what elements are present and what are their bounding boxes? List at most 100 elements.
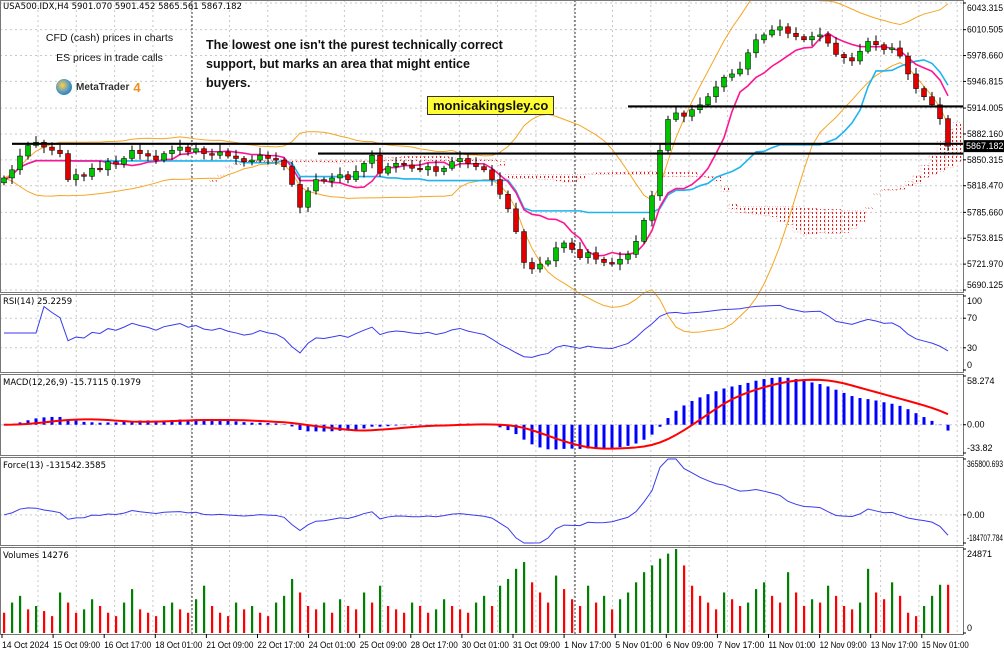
volume-bar <box>251 605 254 633</box>
candle-bullish <box>121 158 127 165</box>
macd-bar <box>866 399 870 425</box>
macd-label: MACD(12,26,9) -15.7115 0.1979 <box>3 378 141 388</box>
force-line <box>3 458 949 544</box>
volume-bar <box>387 605 390 633</box>
ichimoku-cloud-segment <box>928 155 938 175</box>
panel-frame <box>0 374 964 456</box>
macd-signal-line <box>3 378 949 450</box>
volume-bar <box>515 568 518 633</box>
candle-bearish <box>529 262 535 270</box>
price-tick-label: 5882.160 <box>967 129 1003 139</box>
time-tick-label: 12 Nov 09:00 <box>820 640 867 650</box>
macd-bar <box>858 398 862 425</box>
ichimoku-cloud-segment <box>496 161 506 166</box>
volume-bar <box>651 565 654 633</box>
volume-bar <box>691 585 694 633</box>
macd-bar <box>746 382 750 425</box>
candle-bearish <box>65 153 71 180</box>
candle-bearish <box>481 166 487 171</box>
candle-bullish <box>1 177 7 184</box>
candle-bullish <box>193 148 199 153</box>
candle-bullish <box>665 119 671 151</box>
ichimoku-cloud-segment <box>784 206 794 225</box>
macd-bar <box>602 424 606 449</box>
ichimoku-cloud-segment <box>688 172 698 177</box>
volume-bar <box>467 612 470 633</box>
candle-bullish <box>553 247 559 262</box>
macd-bar <box>314 424 318 432</box>
panel-frame <box>0 547 964 635</box>
ichimoku-cloud-segment <box>312 160 322 162</box>
volume-bar <box>811 599 814 633</box>
candle-bearish <box>937 104 943 119</box>
candle-bearish <box>273 158 279 161</box>
candle-bearish <box>209 153 215 156</box>
volume-bar <box>435 609 438 633</box>
macd-bar <box>242 422 246 425</box>
volume-bar <box>395 609 398 633</box>
indicator-tick-label: 100 <box>967 296 982 306</box>
macd-bar <box>922 417 926 425</box>
indicator-tick-label: 0.00 <box>967 420 985 430</box>
macd-bar <box>898 405 902 425</box>
macd-bar <box>546 424 550 450</box>
candle-bearish <box>921 88 927 97</box>
volume-bar <box>155 616 158 633</box>
volume-bar <box>803 605 806 633</box>
macd-bar <box>34 418 38 425</box>
macd-bar <box>666 418 670 425</box>
ichimoku-cloud-segment <box>320 160 330 163</box>
volume-bar <box>835 595 838 633</box>
volume-bar <box>235 602 238 633</box>
ichimoku-cloud-segment <box>616 172 626 175</box>
candle-bullish <box>817 34 823 37</box>
candle-bearish <box>913 73 919 89</box>
candle-bearish <box>201 148 207 154</box>
ichimoku-cloud-segment <box>440 156 450 162</box>
macd-bar <box>130 421 134 425</box>
macd-bar <box>730 386 734 425</box>
volume-bar <box>11 602 14 633</box>
macd-bar <box>882 402 886 425</box>
ichimoku-cloud-segment <box>824 209 834 234</box>
time-tick-label: 31 Oct 09:00 <box>513 640 560 650</box>
ichimoku-cloud-segment <box>288 160 298 163</box>
volume-bar <box>35 605 38 633</box>
ichimoku-cloud-segment <box>416 156 426 162</box>
ichimoku-cloud-segment <box>752 206 762 216</box>
candle-bearish <box>577 249 583 258</box>
candle-bullish <box>713 86 719 97</box>
candle-bearish <box>417 167 423 171</box>
macd-bar <box>618 424 622 448</box>
ichimoku-cloud-segment <box>264 160 274 162</box>
time-tick-label: 30 Oct 01:00 <box>462 640 509 650</box>
indicator-tick-label: 0 <box>967 360 972 370</box>
macd-bar <box>706 394 710 425</box>
macd-bar <box>674 410 678 425</box>
panel-frame <box>0 294 964 373</box>
macd-bar <box>66 419 70 425</box>
candle-bearish <box>113 161 119 165</box>
candle-bearish <box>593 252 599 260</box>
ichimoku-cloud-segment <box>448 157 458 162</box>
candle-bearish <box>225 151 231 157</box>
candle-bearish <box>473 163 479 167</box>
candle-bullish <box>305 190 311 208</box>
volume-bar <box>411 602 414 633</box>
ichimoku-cloud-segment <box>936 141 946 172</box>
ichimoku-cloud-segment <box>896 186 906 190</box>
macd-bar <box>906 409 910 425</box>
volume-bar <box>147 612 150 633</box>
ichimoku-cloud-segment <box>736 206 746 213</box>
candle-bullish <box>449 161 455 169</box>
metatrader-logo: MetaTrader 4 <box>56 79 141 95</box>
volume-bar <box>307 605 310 633</box>
volume-bar <box>475 602 478 633</box>
candle-bearish <box>153 155 159 161</box>
macd-bar <box>538 424 542 448</box>
volume-bar <box>787 572 790 633</box>
rsi-panel <box>4 304 949 358</box>
macd-bar <box>626 424 630 446</box>
macd-bar <box>842 392 846 425</box>
